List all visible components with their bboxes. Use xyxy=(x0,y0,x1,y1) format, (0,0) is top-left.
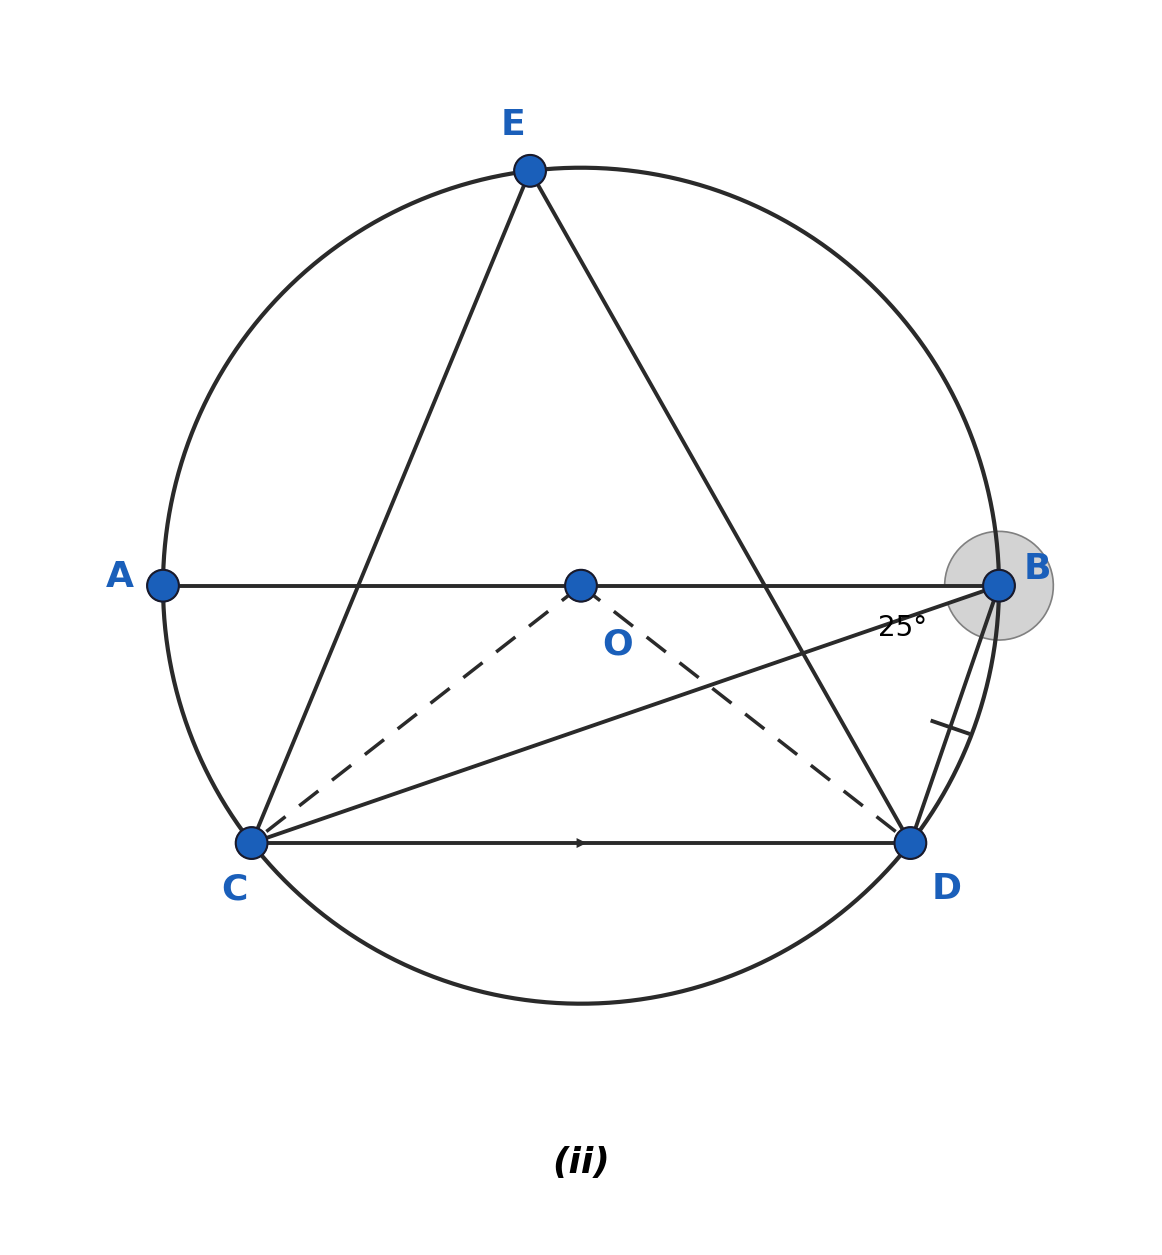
Text: B: B xyxy=(1024,552,1052,586)
Circle shape xyxy=(895,827,926,858)
Wedge shape xyxy=(945,531,1053,640)
Text: A: A xyxy=(106,560,134,595)
Circle shape xyxy=(983,570,1014,601)
Text: 25°: 25° xyxy=(878,614,927,641)
Circle shape xyxy=(148,570,179,601)
Text: O: O xyxy=(602,628,632,661)
Text: D: D xyxy=(931,872,961,906)
Circle shape xyxy=(514,154,546,187)
Circle shape xyxy=(236,827,267,858)
Text: E: E xyxy=(501,108,525,142)
Text: (ii): (ii) xyxy=(552,1146,610,1180)
Circle shape xyxy=(565,570,597,601)
Text: C: C xyxy=(222,872,248,906)
